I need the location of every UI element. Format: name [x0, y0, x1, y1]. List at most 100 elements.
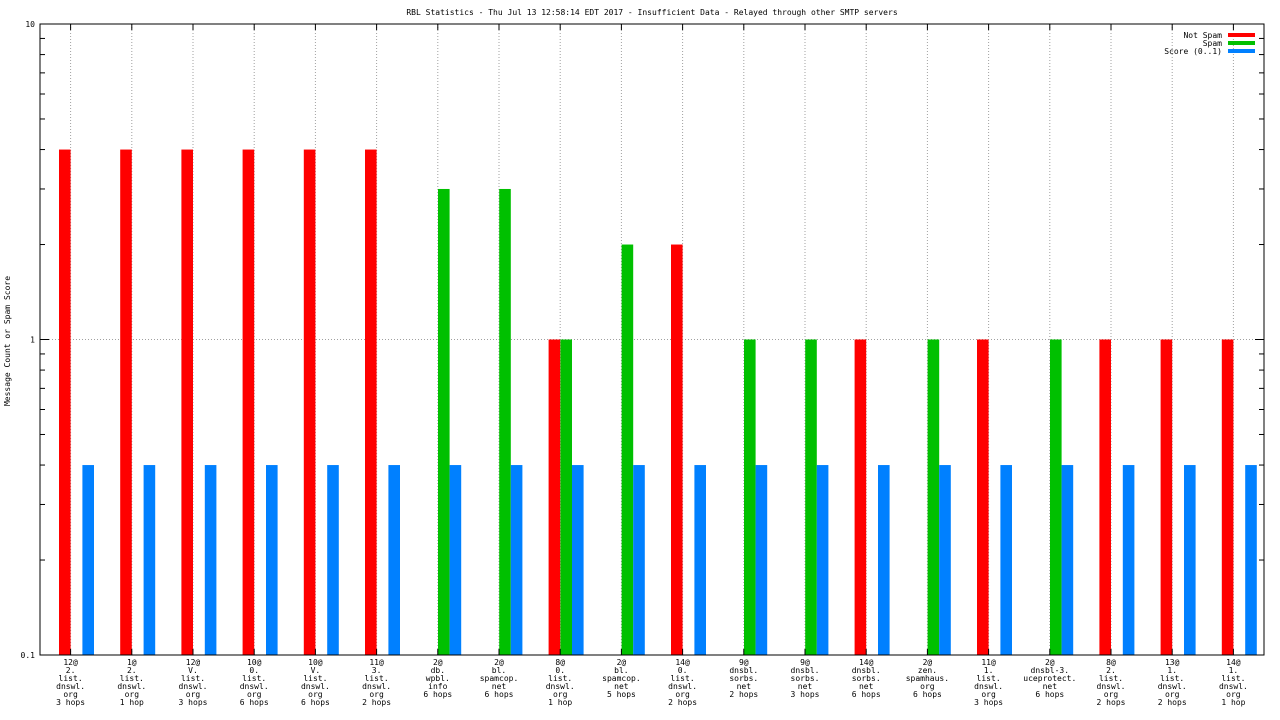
x-tick-label: 11@ 1. list. dnswl. org 3 hops [974, 658, 1003, 707]
bar-not-spam [1221, 339, 1234, 655]
x-tick-label-line: bl. [614, 666, 628, 675]
x-tick-label: 8@ 0. list. dnswl. org 1 hop [546, 658, 575, 707]
x-tick-label-line: dnswl. [56, 682, 85, 691]
x-tick-label-line: 0. [555, 666, 565, 675]
x-tick-label-line: 13@ [1165, 658, 1180, 667]
x-tick-label-line: net [614, 682, 629, 691]
x-tick-label-line: spamcop. [602, 674, 641, 683]
x-tick-label-line: 1 hop [548, 698, 572, 707]
x-tick-label-line: dnswl. [301, 682, 330, 691]
x-tick-label-line: 2 hops [668, 698, 697, 707]
x-tick-label-line: org [981, 690, 996, 699]
x-tick-label-line: 1. [1229, 666, 1239, 675]
x-tick-label-line: 2. [127, 666, 137, 675]
x-tick-label-line: 6 hops [240, 698, 269, 707]
bar-spam [1050, 339, 1062, 655]
bar-score-0-1 [1245, 465, 1257, 655]
x-tick-label-line: org [247, 690, 262, 699]
x-tick-label-line: 6 hops [423, 690, 452, 699]
x-tick-label-line: 2 hops [1097, 698, 1126, 707]
bar-not-spam [303, 149, 316, 655]
x-tick-label-line: list. [242, 674, 266, 683]
bar-score-0-1 [510, 465, 523, 655]
x-tick-label-line: spamhaus. [906, 674, 949, 683]
x-tick-label: 2@ bl. spamcop. net 5 hops [602, 658, 641, 699]
x-tick-label-line: dnswl. [117, 682, 146, 691]
x-tick-label-line: uceprotect. [1023, 674, 1076, 683]
x-tick-label-line: net [492, 682, 507, 691]
x-tick-label-line: 3 hops [56, 698, 85, 707]
bar-score-0-1 [388, 465, 400, 655]
bar-not-spam [242, 149, 255, 655]
x-tick-label-line: 2. [1106, 666, 1116, 675]
x-tick-label-line: list. [365, 674, 389, 683]
x-tick-label-line: org [308, 690, 323, 699]
x-tick-label-line: info [428, 682, 447, 691]
x-tick-label-line: bl. [492, 666, 506, 675]
x-tick-label-line: 2@ [433, 658, 443, 667]
bar-not-spam [365, 149, 377, 655]
x-tick-label-line: 1@ [127, 658, 137, 667]
y-tick-label: 1 [30, 336, 35, 345]
x-tick-label: 14@ 1. list. dnswl. org 1 hop [1219, 658, 1248, 707]
x-tick-label-line: 8@ [555, 658, 565, 667]
x-tick-label-line: 12@ [186, 658, 201, 667]
x-tick-label-line: dnswl. [1219, 682, 1248, 691]
bar-score-0-1 [1184, 465, 1196, 655]
x-tick-label-line: dnswl. [974, 682, 1003, 691]
x-tick-label-line: list. [120, 674, 144, 683]
chart-title: RBL Statistics - Thu Jul 13 12:58:14 EDT… [406, 8, 897, 17]
bar-spam [744, 339, 756, 655]
bar-score-0-1 [694, 465, 706, 655]
x-tick-label-line: org [186, 690, 201, 699]
x-tick-label-line: 14@ [675, 658, 690, 667]
x-tick-label-line: dnswl. [668, 682, 697, 691]
x-tick-label: 10@ V. list. dnswl. org 6 hops [301, 658, 330, 707]
x-tick-label-line: list. [977, 674, 1001, 683]
x-tick-label: 9@ dnsbl. sorbs. net 3 hops [791, 658, 820, 699]
x-tick-label-line: dnsbl. [791, 666, 820, 675]
x-tick-label-line: list. [1221, 674, 1245, 683]
x-tick-label-line: 10@ [308, 658, 323, 667]
x-tick-label-line: 2@ [1045, 658, 1055, 667]
x-tick-label-line: 10@ [247, 658, 262, 667]
x-tick-label-line: org [1165, 690, 1180, 699]
bar-not-spam [59, 149, 71, 655]
bar-spam [499, 188, 511, 655]
bar-score-0-1 [939, 465, 951, 655]
x-tick-label-line: sorbs. [791, 674, 820, 683]
bar-not-spam [854, 339, 867, 655]
x-tick-label-line: org [1104, 690, 1119, 699]
x-tick-label-line: 2. [66, 666, 76, 675]
x-tick-label-line: 6 hops [1035, 690, 1064, 699]
x-tick-label-line: V. [311, 666, 321, 675]
x-tick-label: 12@ V. list. dnswl. org 3 hops [179, 658, 208, 707]
x-tick-label-line: org [553, 690, 568, 699]
x-tick-label-line: V. [188, 666, 198, 675]
x-tick-label: 12@ 2. list. dnswl. org 3 hops [56, 658, 85, 707]
legend-label: Score (0..1) [1164, 47, 1222, 56]
x-tick-label-line: 14@ [859, 658, 874, 667]
bar-score-0-1 [878, 465, 890, 655]
x-tick-label-line: 1. [984, 666, 994, 675]
bar-score-0-1 [82, 465, 94, 655]
x-tick-label-line: 0. [249, 666, 259, 675]
x-tick-label-line: org [63, 690, 78, 699]
x-tick-label-line: dnswl. [362, 682, 391, 691]
x-tick-label-line: net [1043, 682, 1058, 691]
x-tick-label-line: 14@ [1226, 658, 1241, 667]
bar-not-spam [977, 339, 989, 655]
bar-not-spam [548, 339, 561, 655]
x-tick-label-line: 0. [678, 666, 688, 675]
bar-score-0-1 [572, 465, 584, 655]
x-tick-label: 14@ dnsbl. sorbs. net 6 hops [852, 658, 881, 699]
x-tick-label: 11@ 3. list. dnswl. org 2 hops [362, 658, 391, 707]
bar-not-spam [120, 149, 132, 655]
x-tick-label-line: sorbs. [729, 674, 758, 683]
bar-spam [621, 244, 634, 656]
x-tick-label-line: zen. [918, 666, 937, 675]
x-tick-label-line: org [369, 690, 384, 699]
bar-not-spam [1099, 339, 1111, 655]
